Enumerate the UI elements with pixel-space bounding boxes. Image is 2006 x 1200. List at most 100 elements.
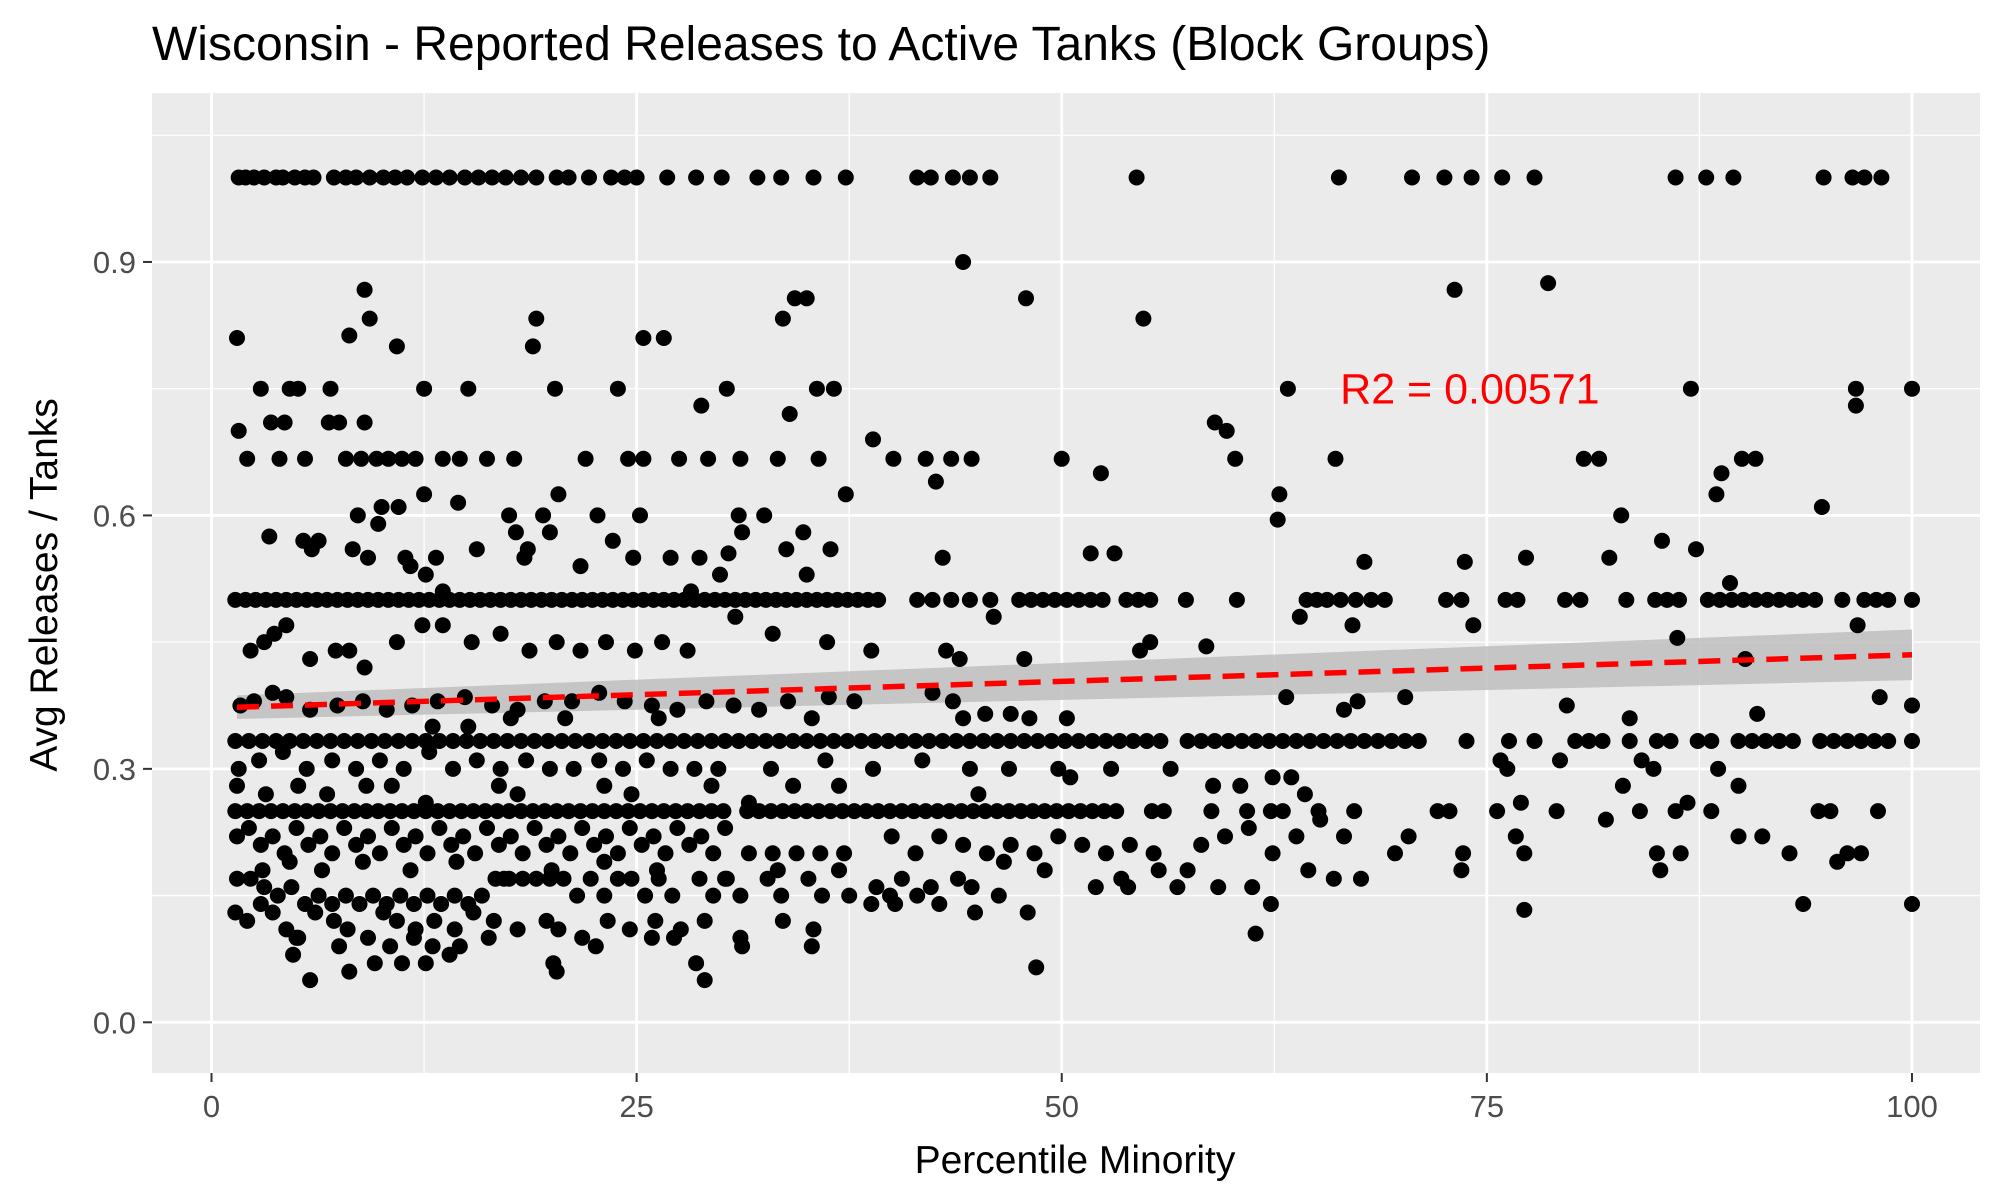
data-point	[798, 566, 815, 583]
data-point	[322, 803, 339, 820]
data-point	[596, 853, 613, 870]
x-tick-label: 50	[1045, 1089, 1079, 1124]
data-point	[536, 803, 553, 820]
data-point	[717, 733, 734, 749]
data-point	[739, 803, 756, 820]
data-point	[560, 803, 577, 820]
data-point	[693, 397, 710, 414]
data-point	[416, 486, 433, 503]
data-point	[744, 733, 761, 749]
data-point	[1057, 733, 1074, 749]
data-point	[1283, 769, 1300, 786]
data-point	[635, 733, 652, 749]
data-point	[805, 921, 822, 938]
data-point	[1834, 591, 1851, 608]
data-point	[887, 896, 904, 912]
data-point	[1783, 591, 1800, 608]
data-point	[434, 617, 451, 634]
data-point	[295, 733, 312, 749]
data-point	[751, 701, 768, 718]
data-point	[307, 904, 324, 921]
x-tick-label: 0	[203, 1089, 220, 1124]
data-point	[555, 870, 572, 887]
data-point	[1036, 803, 1053, 820]
data-point	[1278, 689, 1295, 706]
data-point	[419, 845, 436, 862]
data-point	[759, 870, 776, 887]
data-point	[402, 558, 419, 575]
data-point	[509, 786, 526, 803]
data-point	[774, 803, 791, 820]
data-point	[1904, 896, 1920, 912]
data-point	[863, 642, 880, 659]
data-point	[514, 870, 531, 887]
data-point	[1315, 733, 1332, 749]
data-point	[798, 803, 815, 820]
data-point	[1319, 591, 1335, 608]
data-point	[625, 549, 642, 566]
data-point	[927, 473, 944, 490]
data-point	[548, 803, 565, 820]
data-point	[1904, 697, 1920, 714]
data-point	[1759, 591, 1776, 608]
data-point	[587, 938, 604, 955]
data-point	[715, 803, 732, 820]
data-point	[492, 625, 509, 642]
data-point	[460, 380, 477, 397]
data-point	[1710, 760, 1727, 777]
data-point	[1291, 608, 1308, 625]
data-point	[1094, 591, 1111, 608]
data-point	[1125, 733, 1142, 749]
data-point	[348, 169, 365, 186]
data-point	[229, 828, 245, 845]
data-point	[961, 760, 978, 777]
data-point	[885, 450, 902, 467]
data-point	[446, 887, 463, 904]
data-point	[1429, 803, 1446, 820]
data-point	[628, 169, 645, 186]
data-point	[371, 845, 388, 862]
data-point	[621, 820, 638, 836]
data-point	[623, 870, 640, 887]
data-point	[1244, 879, 1261, 896]
data-point	[822, 803, 839, 820]
data-point	[414, 169, 431, 186]
data-point	[298, 760, 315, 777]
data-point	[431, 733, 448, 749]
data-point	[1847, 397, 1864, 414]
data-point	[1300, 862, 1317, 879]
data-point	[948, 733, 965, 749]
data-point	[1735, 591, 1752, 608]
y-tick-label: 0.3	[93, 752, 136, 787]
data-point	[924, 684, 941, 701]
data-point	[1781, 845, 1798, 862]
data-point	[1722, 575, 1738, 591]
data-point	[909, 169, 926, 186]
data-point	[834, 803, 851, 820]
data-point	[346, 803, 363, 820]
data-point	[252, 896, 269, 912]
data-point	[985, 608, 1002, 625]
data-point	[424, 718, 441, 735]
data-point	[831, 862, 847, 879]
data-point	[550, 921, 567, 938]
data-point	[502, 710, 519, 727]
data-point	[349, 507, 366, 524]
data-point	[909, 591, 926, 608]
data-point	[230, 760, 247, 777]
data-point	[934, 733, 951, 749]
data-point	[456, 169, 473, 186]
data-point	[1671, 591, 1687, 608]
data-point	[880, 733, 897, 749]
data-point	[1155, 803, 1172, 820]
data-point	[1614, 777, 1631, 794]
data-point	[1302, 733, 1318, 749]
data-point	[696, 972, 713, 989]
data-point	[336, 820, 353, 836]
data-point	[404, 733, 421, 749]
data-point	[227, 733, 244, 749]
data-point	[383, 777, 400, 794]
data-point	[1111, 733, 1128, 749]
data-point	[698, 693, 715, 710]
data-point	[465, 803, 482, 820]
